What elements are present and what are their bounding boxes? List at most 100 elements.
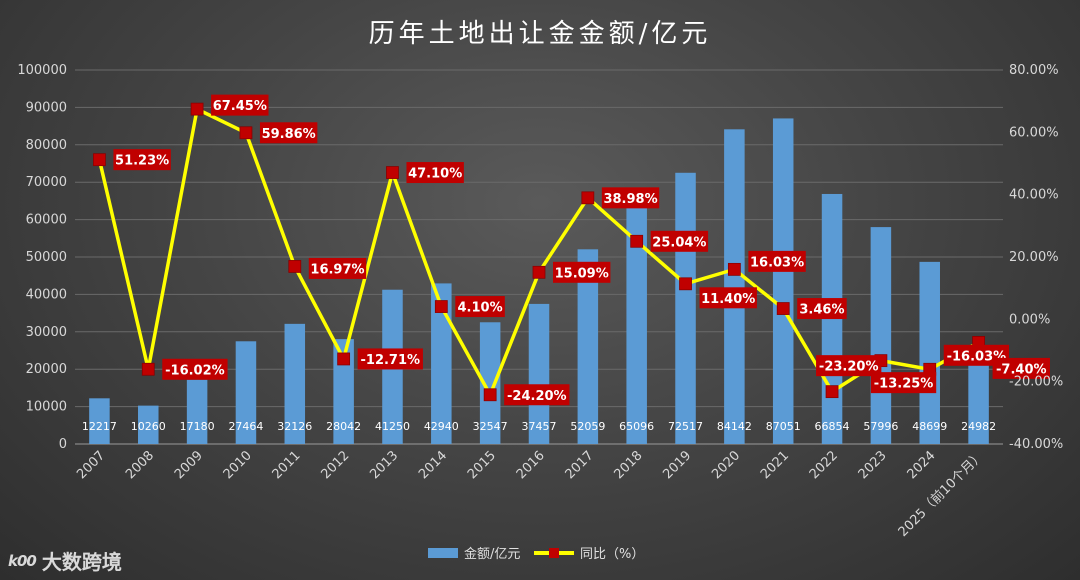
yoy-label-box [504, 384, 570, 406]
bar-value-label: 52059 [570, 420, 605, 433]
bar-value-label: 10260 [131, 420, 166, 433]
yoy-label: 59.86% [262, 127, 316, 142]
category-label: 2017 [563, 448, 597, 482]
yoy-marker [434, 300, 448, 313]
yoy-marker [581, 191, 595, 205]
bar-value-label: 66854 [815, 420, 850, 433]
y-left-tick-label: 90000 [26, 100, 67, 115]
y-left-tick-label: 70000 [26, 175, 67, 190]
watermark: k00 大数跨境 [8, 546, 122, 575]
yoy-label: -16.03% [947, 349, 1007, 364]
bar-value-label: 37457 [522, 420, 557, 433]
yoy-label-box [650, 230, 709, 252]
category-label: 2015 [465, 448, 499, 482]
yoy-marker [483, 388, 497, 402]
axis-ticks: 0 10000 20000 30000 40000 50000 60000 70000 8000… [17, 63, 1063, 452]
yoy-label-box [406, 162, 464, 184]
bar [284, 323, 306, 444]
yoy-marker [727, 262, 741, 276]
category-label: 2018 [612, 448, 646, 482]
legend: 金额/亿元 同比（%） [428, 546, 644, 562]
category-label: 2024 [905, 448, 939, 482]
y-left-tick-label: 40000 [26, 287, 67, 302]
category-label: 2023 [856, 448, 890, 482]
category-label: 2019 [660, 448, 694, 482]
yoy-label-box [601, 187, 660, 209]
yoy-label: 11.40% [701, 292, 755, 307]
yoy-label-box [113, 149, 171, 171]
bar-value-label: 72517 [668, 420, 703, 433]
yoy-marker [239, 126, 253, 140]
bar-value-label: 28042 [326, 420, 361, 433]
y-right-tick-label: 80.00% [1009, 63, 1059, 78]
yoy-label-box [211, 94, 269, 116]
yoy-label: 15.09% [555, 266, 609, 281]
category-label: 2016 [514, 448, 548, 482]
yoy-label-box [162, 358, 228, 380]
bar-value-label: 84142 [717, 420, 752, 433]
bar [138, 405, 159, 444]
bar-value-label: 24982 [961, 420, 996, 433]
yoy-marker [288, 260, 302, 273]
bar-value-label: 17180 [180, 420, 215, 433]
category-label: 2009 [172, 448, 206, 482]
yoy-label: 47.10% [408, 167, 462, 182]
category-labels: 2007 2008 2009 2010 2011 2012 2013 2014 2015 2016… [74, 448, 987, 540]
bar-value-label: 87051 [766, 420, 801, 433]
category-label: 2011 [270, 448, 304, 482]
yoy-label-box [870, 372, 937, 394]
bar [577, 249, 599, 444]
yoy-label-box [308, 257, 367, 279]
y-left-tick-label: 100000 [17, 63, 67, 78]
bar [919, 261, 940, 444]
yoy-label-box [748, 250, 806, 272]
yoy-marker [630, 234, 644, 248]
yoy-label-box [816, 355, 882, 377]
y-right-tick-label: -20.00% [1009, 375, 1063, 390]
y-right-tick-label: -40.00% [1009, 437, 1063, 452]
category-label: 2020 [709, 448, 743, 482]
bar-value-label: 27464 [228, 420, 263, 433]
y-left-tick-label: 10000 [26, 400, 67, 415]
y-right-tick-label: 60.00% [1009, 125, 1059, 140]
bar [479, 322, 501, 444]
bar-value-label: 32126 [277, 420, 312, 433]
bar [724, 129, 745, 445]
category-label: 2025（前10个月） [895, 448, 987, 540]
yoy-label: 38.98% [603, 192, 657, 207]
category-label: 2022 [807, 448, 841, 482]
y-right-tick-label: 20.00% [1009, 250, 1059, 265]
category-label: 2014 [416, 448, 450, 482]
category-label: 2008 [123, 448, 157, 482]
bar [89, 398, 110, 444]
legend-bar-label: 金额/亿元 [464, 546, 520, 562]
yoy-label: -12.71% [361, 353, 421, 368]
bar [528, 303, 550, 444]
yoy-label-box [357, 348, 423, 370]
bar [235, 341, 257, 444]
yoy-label: 67.45% [213, 99, 267, 114]
bar [675, 172, 696, 444]
yoy-marker [141, 362, 155, 376]
y-right-tick-label: 40.00% [1009, 188, 1059, 203]
yoy-label: 16.97% [310, 262, 364, 277]
y-left-tick-label: 50000 [26, 250, 67, 265]
yoy-label: -16.02% [165, 363, 225, 378]
bar-value-label: 57996 [863, 420, 898, 433]
yoy-label-box [797, 298, 847, 320]
chart-title: 历年土地出让金金额/亿元 [369, 19, 712, 49]
watermark-text: 大数跨境 [41, 550, 122, 574]
yoy-label: 51.23% [115, 154, 169, 169]
category-label: 2013 [367, 448, 401, 482]
yoy-label: -23.20% [819, 360, 879, 375]
yoy-label: 25.04% [652, 235, 706, 250]
watermark-logo: k00 [8, 551, 37, 570]
y-left-tick-label: 80000 [26, 138, 67, 153]
yoy-label-box [259, 122, 318, 144]
bar [968, 350, 989, 444]
category-label: 2021 [758, 448, 792, 482]
bar-value-label: 12217 [82, 420, 117, 433]
gridlines [75, 69, 1003, 445]
